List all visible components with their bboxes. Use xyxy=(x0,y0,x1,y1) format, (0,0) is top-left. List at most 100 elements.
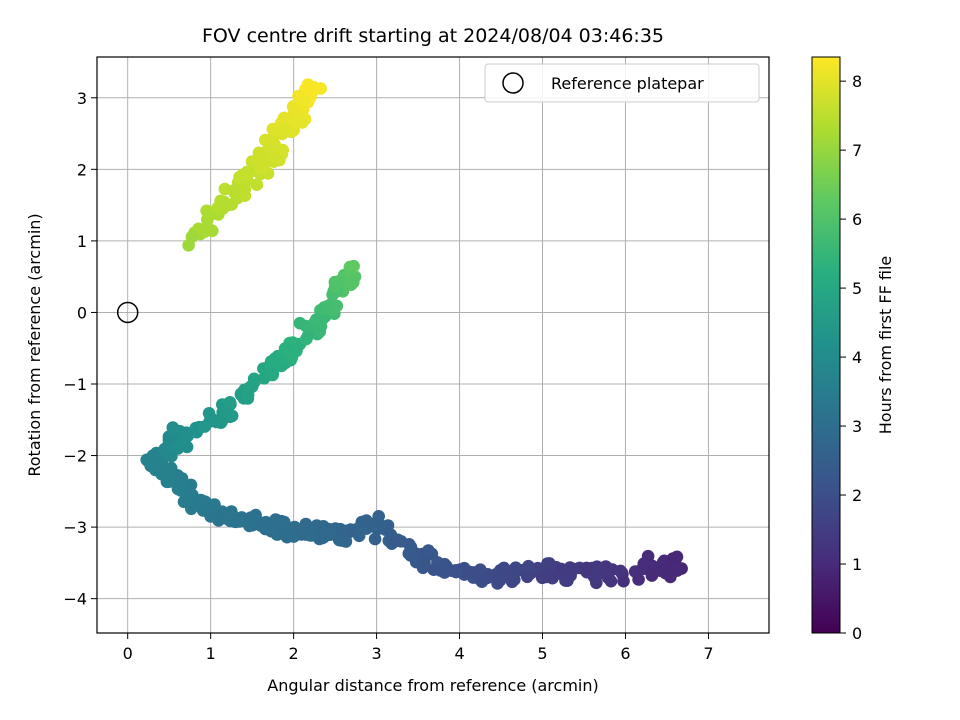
data-point xyxy=(539,570,553,584)
data-point xyxy=(146,449,160,463)
data-point xyxy=(404,549,417,562)
colorbar-tick-label: 1 xyxy=(852,555,862,574)
colorbar-tick-label: 8 xyxy=(852,72,862,91)
x-tick-label: 0 xyxy=(123,644,133,663)
data-point xyxy=(366,519,379,533)
data-point xyxy=(502,570,516,584)
data-point xyxy=(162,475,176,489)
data-point xyxy=(221,198,235,212)
data-point xyxy=(233,515,246,528)
data-point xyxy=(277,111,291,125)
x-tick-label: 4 xyxy=(454,644,464,663)
colorbar-gradient xyxy=(811,56,841,634)
y-tick-label: −2 xyxy=(63,447,87,466)
colorbar-tick-label: 2 xyxy=(852,486,862,505)
data-point xyxy=(176,434,189,448)
data-point xyxy=(228,183,241,197)
data-point xyxy=(323,528,337,541)
x-tick-label: 7 xyxy=(703,644,713,663)
plot-frame xyxy=(96,56,770,634)
data-point xyxy=(474,563,487,576)
data-point xyxy=(604,574,618,588)
grid-lines xyxy=(97,57,769,633)
data-point xyxy=(372,510,386,523)
data-point xyxy=(580,561,593,575)
data-point xyxy=(204,510,217,523)
data-point xyxy=(422,544,435,557)
colorbar-tick-label: 0 xyxy=(852,624,862,643)
y-tick-label: −3 xyxy=(63,518,87,537)
x-tick-label: 2 xyxy=(289,644,299,663)
data-point xyxy=(521,570,534,584)
data-point xyxy=(268,352,282,366)
data-point xyxy=(164,461,178,475)
data-point xyxy=(254,153,268,167)
colorbar-tick-label: 5 xyxy=(852,279,862,298)
chart-title: FOV centre drift starting at 2024/08/04 … xyxy=(202,25,664,47)
data-point xyxy=(645,569,659,582)
y-axis-label: Rotation from reference (arcmin) xyxy=(25,213,44,476)
data-point xyxy=(567,562,581,576)
data-point xyxy=(354,524,368,537)
data-point xyxy=(166,421,180,434)
data-point xyxy=(218,182,232,196)
x-tick-label: 1 xyxy=(206,644,216,663)
legend-entry-label: Reference platepar xyxy=(551,74,704,93)
y-tick-label: −1 xyxy=(63,375,87,394)
data-point xyxy=(541,557,554,570)
data-point xyxy=(449,565,463,579)
data-point xyxy=(632,573,645,586)
x-axis-label: Angular distance from reference (arcmin) xyxy=(267,676,598,695)
data-point xyxy=(186,488,199,502)
data-point xyxy=(329,280,343,293)
colorbar-tick-label: 7 xyxy=(852,141,862,160)
legend: Reference platepar xyxy=(484,63,760,103)
y-tick-label: 0 xyxy=(77,303,87,322)
legend-box xyxy=(484,63,760,103)
data-point xyxy=(292,89,305,103)
data-point xyxy=(614,564,627,578)
data-point xyxy=(280,530,294,543)
data-point xyxy=(241,388,255,402)
data-point xyxy=(339,535,353,548)
colorbar-tick-label: 4 xyxy=(852,348,862,367)
data-point xyxy=(587,569,600,583)
data-point xyxy=(264,524,278,538)
data-point xyxy=(250,178,264,191)
reference-platepar-marker xyxy=(116,301,139,324)
data-point xyxy=(185,230,199,244)
x-axis-ticks: 0 1 2 3 4 5 6 7 xyxy=(123,633,714,663)
data-point xyxy=(269,513,282,526)
data-point xyxy=(670,550,684,564)
data-point xyxy=(387,535,401,548)
data-point xyxy=(347,259,360,273)
data-point xyxy=(266,122,280,136)
data-point xyxy=(368,532,382,546)
y-tick-label: 3 xyxy=(77,89,87,108)
y-tick-label: 2 xyxy=(77,160,87,179)
data-point xyxy=(482,570,495,584)
data-point xyxy=(162,433,176,447)
data-point xyxy=(310,313,323,326)
data-point xyxy=(617,574,630,588)
data-point xyxy=(313,325,327,339)
data-point xyxy=(158,443,171,456)
y-tick-label: 1 xyxy=(77,232,87,251)
x-tick-label: 3 xyxy=(371,644,381,663)
legend-marker-icon xyxy=(502,72,524,94)
x-tick-label: 5 xyxy=(537,644,547,663)
data-point xyxy=(198,420,212,433)
data-point xyxy=(245,512,259,526)
data-point xyxy=(303,522,317,536)
data-point xyxy=(290,344,303,358)
colorbar-tick-label: 3 xyxy=(852,417,862,436)
data-point xyxy=(293,316,307,330)
y-axis-ticks: −4 −3 −2 −1 0 1 2 3 xyxy=(63,89,97,609)
data-point xyxy=(223,396,237,409)
data-point xyxy=(175,479,189,493)
data-point xyxy=(636,561,650,574)
data-point xyxy=(278,342,292,355)
data-point xyxy=(670,561,683,575)
colorbar: 0 1 2 3 4 5 6 7 8 Hours from first FF file xyxy=(811,56,895,643)
